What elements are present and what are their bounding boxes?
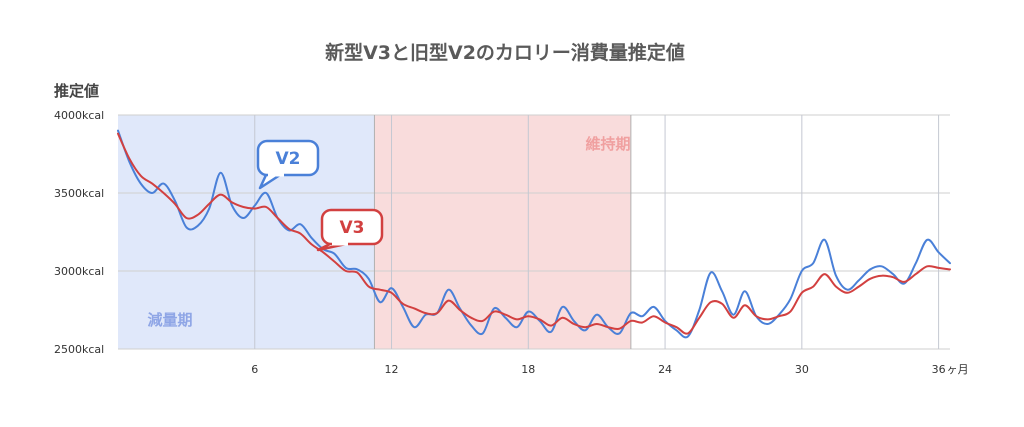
y-axis-label: 推定値 xyxy=(54,82,99,100)
tick-labels: 4000kcal 3500kcal 3000kcal 2500kcal 6 12 18 24 3… xyxy=(54,109,969,376)
x-tick-label-0: 6 xyxy=(251,363,258,376)
callout-v3: V3 xyxy=(316,208,384,252)
series-line-v3 xyxy=(117,132,951,335)
x-tick-label-5: 36 xyxy=(932,363,946,376)
y-tick-label-2: 3000kcal xyxy=(54,265,104,278)
chart-title: 新型V3と旧型V2のカロリー消費量推定値 xyxy=(325,41,685,64)
callout-label-v2: V2 xyxy=(276,149,301,169)
y-tick-label-0: 4000kcal xyxy=(54,109,104,122)
region-label-0: 減量期 xyxy=(147,311,192,329)
x-tick-label-2: 18 xyxy=(521,363,535,376)
x-unit-label: ヶ月 xyxy=(947,363,969,376)
region-label-1: 維持期 xyxy=(585,135,630,153)
gridlines xyxy=(118,114,950,350)
y-tick-label-3: 2500kcal xyxy=(54,343,104,356)
x-tick-label-1: 12 xyxy=(385,363,399,376)
x-tick-label-4: 30 xyxy=(795,363,809,376)
series-line-v2 xyxy=(117,129,951,339)
callout-v2: V2 xyxy=(256,139,320,190)
region-labels: 減量期 維持期 xyxy=(147,135,630,329)
series-callouts: V2 V3 xyxy=(256,139,384,252)
callout-box-v3 xyxy=(320,208,384,246)
x-tick-label-3: 24 xyxy=(658,363,672,376)
callout-label-v3: V3 xyxy=(340,218,365,238)
callout-tail-v2 xyxy=(258,173,281,190)
series-layer xyxy=(117,129,951,339)
callout-box-v2 xyxy=(256,139,320,177)
y-tick-label-1: 3500kcal xyxy=(54,187,104,200)
